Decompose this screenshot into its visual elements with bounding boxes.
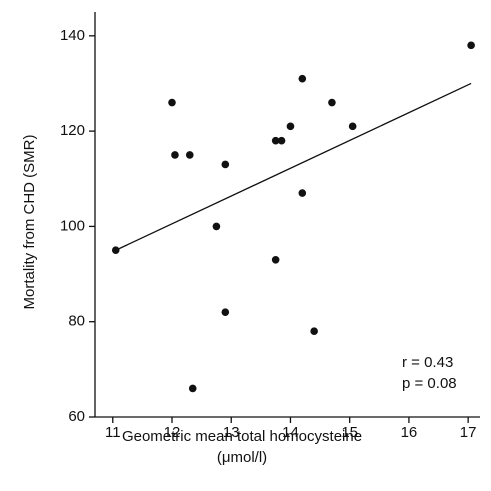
point <box>185 151 194 159</box>
point <box>310 327 318 336</box>
x-tick-label: 13 <box>223 424 240 441</box>
annotation: r = 0.43 <box>402 354 453 371</box>
x-tick-label: 14 <box>282 424 299 441</box>
point <box>298 189 307 197</box>
annotation: p = 0.08 <box>402 375 457 392</box>
point <box>286 122 295 131</box>
x-tick-label: 15 <box>341 424 358 441</box>
point <box>298 74 307 83</box>
y-axis-label: Mortality from CHD (SMR) <box>21 134 38 309</box>
y-tick-label: 80 <box>68 313 85 330</box>
point <box>348 122 357 131</box>
x-tick-label: 17 <box>460 424 477 441</box>
x-tick-label: 16 <box>401 424 418 441</box>
point <box>328 98 336 107</box>
x-axis-label: (μmol/l) <box>217 449 267 466</box>
y-tick-label: 100 <box>60 217 85 234</box>
point <box>221 160 230 169</box>
y-tick-label: 140 <box>60 27 85 44</box>
y-tick-label: 60 <box>68 408 85 425</box>
point <box>277 136 286 145</box>
point <box>111 246 120 255</box>
point <box>171 151 179 159</box>
x-axis-label: Geometric mean total homocysteine <box>122 428 362 445</box>
point <box>188 384 197 393</box>
y-tick-label: 120 <box>60 122 85 139</box>
fit-line <box>115 82 472 251</box>
point <box>221 308 230 316</box>
x-tick-label: 11 <box>105 424 121 441</box>
point <box>212 222 221 231</box>
point <box>271 136 280 145</box>
x-tick-label: 12 <box>164 424 181 441</box>
point <box>271 255 280 264</box>
point <box>168 98 176 107</box>
point <box>467 41 475 50</box>
